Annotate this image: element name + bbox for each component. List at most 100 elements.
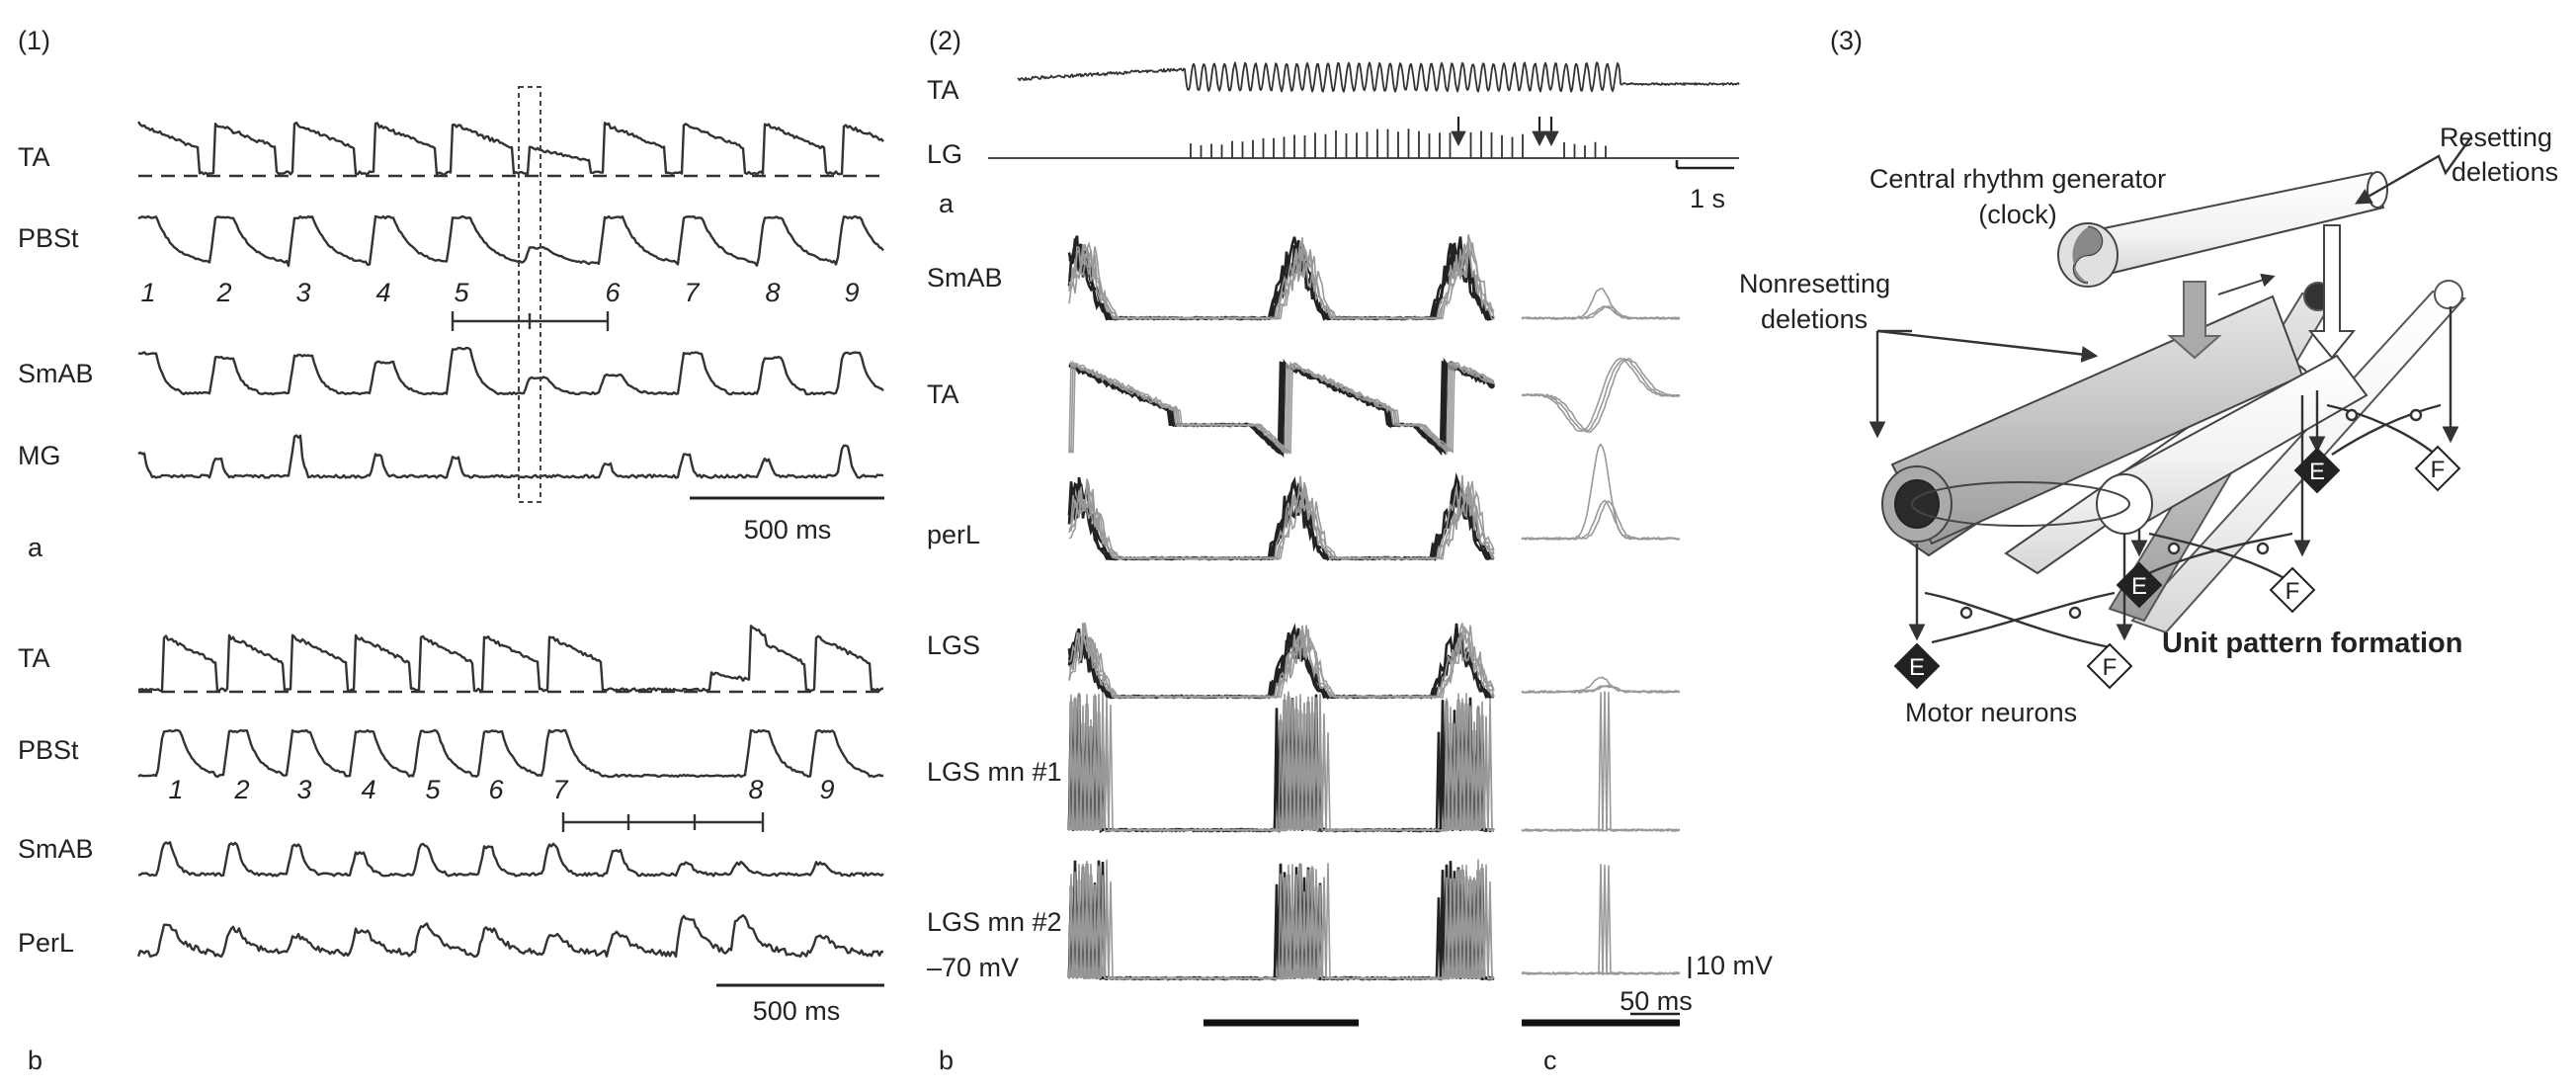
- svg-text:F: F: [2431, 457, 2446, 483]
- burst-number: 2: [215, 278, 231, 307]
- membrane-voltage-label: –70 mV: [927, 953, 1019, 982]
- trace-label-lgs-mn-1: LGS mn #1: [927, 757, 1062, 787]
- burst-number: 9: [844, 278, 859, 307]
- panel-2a: TA LG a 1 s: [927, 61, 1740, 218]
- ta-trace: [1017, 61, 1740, 93]
- ring-link: [1911, 481, 2130, 527]
- time-scalebar-label: 500 ms: [753, 996, 841, 1026]
- voltage-scalebar-label: 10 mV: [1696, 951, 1773, 980]
- trace-label-ta: TA: [18, 643, 50, 673]
- burst-number: 7: [552, 775, 568, 804]
- resetting-label-line2: deletions: [2451, 157, 2558, 187]
- sweep-trace: [1521, 288, 1681, 320]
- sweep-trace: [1068, 692, 1495, 832]
- trace-label-ta: TA: [18, 142, 50, 172]
- sweep-trace: [1521, 357, 1681, 433]
- extensor-neuron: E: [1893, 642, 1941, 690]
- panel-3-tag: (3): [1830, 26, 1863, 55]
- trace-label-smab: SmAB: [18, 834, 94, 864]
- trace-label-mg: MG: [18, 441, 61, 470]
- motor-neuron-row-back: E F: [2293, 445, 2461, 494]
- burst-number: 5: [454, 278, 469, 307]
- sublabel-1b: b: [28, 1046, 42, 1075]
- clock-cylinder: [2057, 171, 2388, 288]
- panel-2-tag: (2): [929, 26, 961, 55]
- pbst-trace: [137, 728, 884, 779]
- motor-neuron-row-front: E F: [1893, 642, 2133, 690]
- sweep-trace: [1521, 692, 1681, 832]
- trace-label-pbst: PBSt: [18, 735, 79, 765]
- extensor-neuron: E: [2293, 447, 2341, 494]
- burst-number: 4: [361, 775, 375, 804]
- sublabel-2a: a: [939, 189, 955, 218]
- time-scalebar-label: 500 ms: [744, 515, 832, 545]
- panel-1: (1) TA PBSt SmAB MG a 1 2 3 4 5 6 7 8: [18, 26, 884, 1075]
- nonresetting-arrows: [1869, 329, 2099, 439]
- nonresetting-label-line1: Nonresetting: [1739, 269, 1890, 298]
- panel-1b: TA PBSt SmAB PerL b 1 2 3 4 5 6 7 8 9: [18, 625, 884, 1075]
- svg-text:E: E: [2309, 459, 2325, 485]
- time-scalebar-label: 50 ms: [1620, 986, 1693, 1016]
- deletion-arrows: [1451, 117, 1559, 147]
- panel-1a: TA PBSt SmAB MG a 1 2 3 4 5 6 7 8 9: [18, 86, 884, 562]
- sweep-trace: [1521, 500, 1681, 541]
- period-bracket: [451, 311, 610, 331]
- sweep-trace: [1068, 480, 1495, 561]
- deletion-highlight-box: [518, 86, 541, 503]
- period-bracket: [561, 812, 765, 832]
- trace-label-ta: TA: [927, 379, 959, 409]
- burst-number: 7: [684, 278, 700, 307]
- svg-text:F: F: [2285, 578, 2300, 605]
- burst-number: 8: [765, 278, 780, 307]
- trace-label-ta: TA: [927, 75, 959, 105]
- smab-trace: [137, 841, 884, 878]
- resetting-label-line1: Resetting: [2440, 123, 2552, 152]
- sweep-trace: [1068, 625, 1495, 699]
- sweep-trace: [1521, 304, 1681, 320]
- unit-pattern-formation-label: Unit pattern formation: [2162, 628, 2463, 659]
- sweep-trace: [1068, 240, 1495, 320]
- panel-2b: SmAB TA perL LGS LGS mn #1 LGS mn #2 –70…: [927, 234, 1496, 1075]
- clock-output-arrows: [2167, 224, 2357, 360]
- burst-numbers: 1 2 3 4 5 6 7 8 9: [140, 278, 859, 307]
- burst-number: 8: [748, 775, 763, 804]
- crg-label-line2: (clock): [1978, 200, 2057, 229]
- sweep-trace: [1068, 360, 1495, 457]
- sweep-trace: [1521, 865, 1681, 975]
- panel-3: (3): [1739, 26, 2558, 727]
- burst-numbers: 1 2 3 4 5 6 7 8 9: [168, 775, 834, 804]
- trace-label-lg: LG: [927, 139, 962, 169]
- motor-neurons-label: Motor neurons: [1905, 698, 2077, 727]
- panel-2c: c 10 mV 50 ms: [1521, 288, 1773, 1075]
- sweep-trace: [1521, 358, 1681, 434]
- svg-text:E: E: [2131, 573, 2147, 600]
- burst-number: 1: [140, 278, 155, 307]
- trace-label-perl: perL: [927, 520, 980, 549]
- extensor-neuron: E: [2116, 561, 2163, 609]
- overlaid-traces: [1067, 234, 1496, 981]
- trace-label-lgs: LGS: [927, 630, 980, 660]
- sublabel-1a: a: [28, 533, 43, 562]
- panel-2: (2) TA LG a 1 s SmAB TA perL LGS LGS mn …: [927, 26, 1773, 1075]
- crg-label-line1: Central rhythm generator: [1870, 164, 2166, 194]
- sublabel-2b: b: [939, 1046, 954, 1075]
- flexor-neuron: F: [2269, 566, 2316, 614]
- sweep-trace: [1068, 691, 1495, 832]
- mg-trace: [137, 434, 884, 479]
- sweep-trace: [1068, 362, 1495, 455]
- time-scalebar-label: 1 s: [1690, 184, 1725, 213]
- sweep-trace: [1068, 859, 1495, 981]
- burst-number: 6: [605, 278, 621, 307]
- sweep-trace: [1521, 499, 1681, 541]
- burst-number: 4: [375, 278, 390, 307]
- trace-label-smab: SmAB: [18, 359, 94, 388]
- svg-text:E: E: [1909, 654, 1925, 681]
- panel-1-tag: (1): [18, 26, 50, 55]
- burst-number: 9: [819, 775, 834, 804]
- trace-label-smab: SmAB: [927, 263, 1003, 293]
- sweep-trace: [1521, 443, 1681, 542]
- burst-number: 2: [233, 775, 249, 804]
- sweep-trace: [1521, 692, 1681, 833]
- burst-number: 3: [295, 278, 310, 307]
- smab-trace: [137, 346, 884, 396]
